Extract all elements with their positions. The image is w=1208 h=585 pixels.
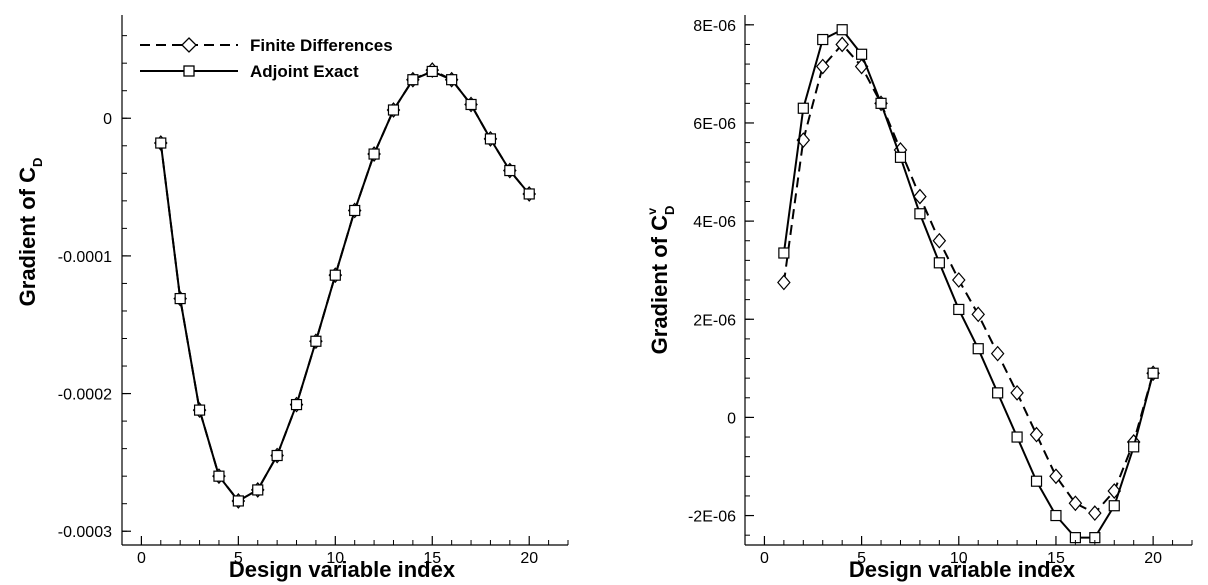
data-point-square <box>329 269 341 281</box>
data-point-diamond <box>971 306 986 323</box>
y-tick-label: -0.0001 <box>58 249 112 266</box>
chart-right-axes: 0 5 10 15 20 8E-06 6E-06 4E-06 2E-06 0 -2E-06 <box>688 15 1193 567</box>
y-tick-label: -2E-06 <box>688 509 736 526</box>
data-point-square <box>252 484 264 496</box>
chart-left-ylabel-main: Gradient of C <box>15 167 40 306</box>
data-point-square <box>797 102 809 114</box>
data-point-square <box>446 74 458 86</box>
data-point-square <box>933 257 945 269</box>
x-tick-label: 15 <box>1047 550 1065 567</box>
legend-label-adjoint-exact: Adjoint Exact <box>250 62 359 81</box>
chart-right-xlabel: Design variable index <box>849 557 1076 582</box>
data-point-square <box>290 398 303 411</box>
data-point-square <box>349 204 361 217</box>
chart-right-marks <box>777 24 1160 544</box>
x-tick-label: 10 <box>326 550 344 567</box>
data-point-square <box>426 65 438 78</box>
y-tick-label: 2E-06 <box>693 312 736 329</box>
x-tick-label: 0 <box>137 550 146 567</box>
data-point-square <box>155 137 167 149</box>
x-tick-label: 5 <box>234 550 243 567</box>
x-tick-label: 10 <box>950 550 968 567</box>
data-point-square <box>778 247 790 259</box>
data-point-diamond <box>913 188 927 205</box>
data-point-square <box>953 303 965 316</box>
data-point-diamond <box>1049 468 1063 485</box>
data-point-square <box>894 151 907 163</box>
data-point-square <box>213 470 225 482</box>
chart-left-axes: 0 5 10 15 20 0 -0.0001 -0.0002 -0.0003 <box>58 15 569 567</box>
x-tick-label: 0 <box>760 550 769 567</box>
chart-left-marks <box>153 62 537 509</box>
y-tick-label: -0.0002 <box>58 387 112 404</box>
data-point-diamond <box>951 272 966 288</box>
data-point-square <box>992 387 1004 399</box>
y-tick-label: -0.0003 <box>58 524 112 541</box>
legend-marker-diamond <box>181 37 197 53</box>
data-point-square <box>504 164 516 177</box>
data-point-diamond <box>1029 426 1044 443</box>
chart-right-ylabel: Gradient of CDv <box>645 206 677 355</box>
y-tick-label: 0 <box>727 410 736 427</box>
chart-right-ylabel-sup: v <box>645 208 659 215</box>
data-point-square <box>387 104 400 116</box>
data-point-diamond <box>932 232 947 249</box>
series-line-finite-differences <box>782 42 1155 515</box>
series-line-adjoint-exact <box>782 28 1155 539</box>
data-point-diamond <box>1088 505 1102 522</box>
y-tick-label: 6E-06 <box>693 116 736 133</box>
chart-right-ylabel-main: Gradient of C <box>647 215 672 354</box>
data-point-square <box>310 335 322 347</box>
y-tick-label: 0 <box>103 111 112 128</box>
data-point-square <box>1050 509 1062 522</box>
data-point-square <box>271 449 283 462</box>
chart-left-ylabel-sub: D <box>30 158 45 167</box>
chart-left-ylabel: Gradient of CD <box>15 158 45 307</box>
data-point-square <box>1108 500 1120 512</box>
chart-left: 0 5 10 15 20 0 -0.0001 -0.0002 -0.0003 Design va… <box>15 15 569 582</box>
data-point-square <box>1128 441 1140 453</box>
x-tick-label: 20 <box>1144 550 1162 567</box>
data-point-diamond <box>990 345 1005 362</box>
data-point-square <box>856 48 868 60</box>
data-point-square <box>836 24 848 36</box>
data-point-square <box>368 148 380 160</box>
y-tick-label: 8E-06 <box>693 18 736 35</box>
data-point-square <box>193 404 206 416</box>
data-point-square <box>465 98 477 111</box>
data-point-diamond <box>815 58 830 75</box>
chart-left-legend: Finite Differences Adjoint Exact <box>140 36 393 81</box>
legend-label-finite-differences: Finite Differences <box>250 36 393 55</box>
data-point-diamond <box>1010 384 1024 401</box>
series-line-adjoint-exact <box>159 70 530 503</box>
chart-left-xlabel: Design variable index <box>229 557 456 582</box>
data-point-square <box>914 208 926 220</box>
data-point-square <box>817 33 829 46</box>
chart-right: 0 5 10 15 20 8E-06 6E-06 4E-06 2E-06 0 -2E-06 Desi… <box>645 15 1193 582</box>
series-line-finite-differences <box>159 68 530 503</box>
data-point-square <box>174 292 186 305</box>
y-tick-label: 4E-06 <box>693 214 736 231</box>
data-point-square <box>484 133 497 145</box>
legend-marker-square <box>183 65 195 77</box>
data-point-square <box>232 495 244 507</box>
x-tick-label: 5 <box>857 550 866 567</box>
data-point-square <box>523 188 535 200</box>
chart-right-ylabel-sub: D <box>662 206 677 215</box>
data-point-square <box>875 97 887 109</box>
data-point-square <box>1147 367 1159 379</box>
x-tick-label: 20 <box>520 550 538 567</box>
data-point-square <box>972 343 984 355</box>
data-point-square <box>407 74 419 86</box>
x-tick-label: 15 <box>423 550 441 567</box>
data-point-diamond <box>835 36 849 53</box>
data-point-square <box>1011 431 1023 443</box>
data-point-diamond <box>1068 495 1083 512</box>
data-point-square <box>1030 475 1043 487</box>
data-point-diamond <box>777 274 791 291</box>
